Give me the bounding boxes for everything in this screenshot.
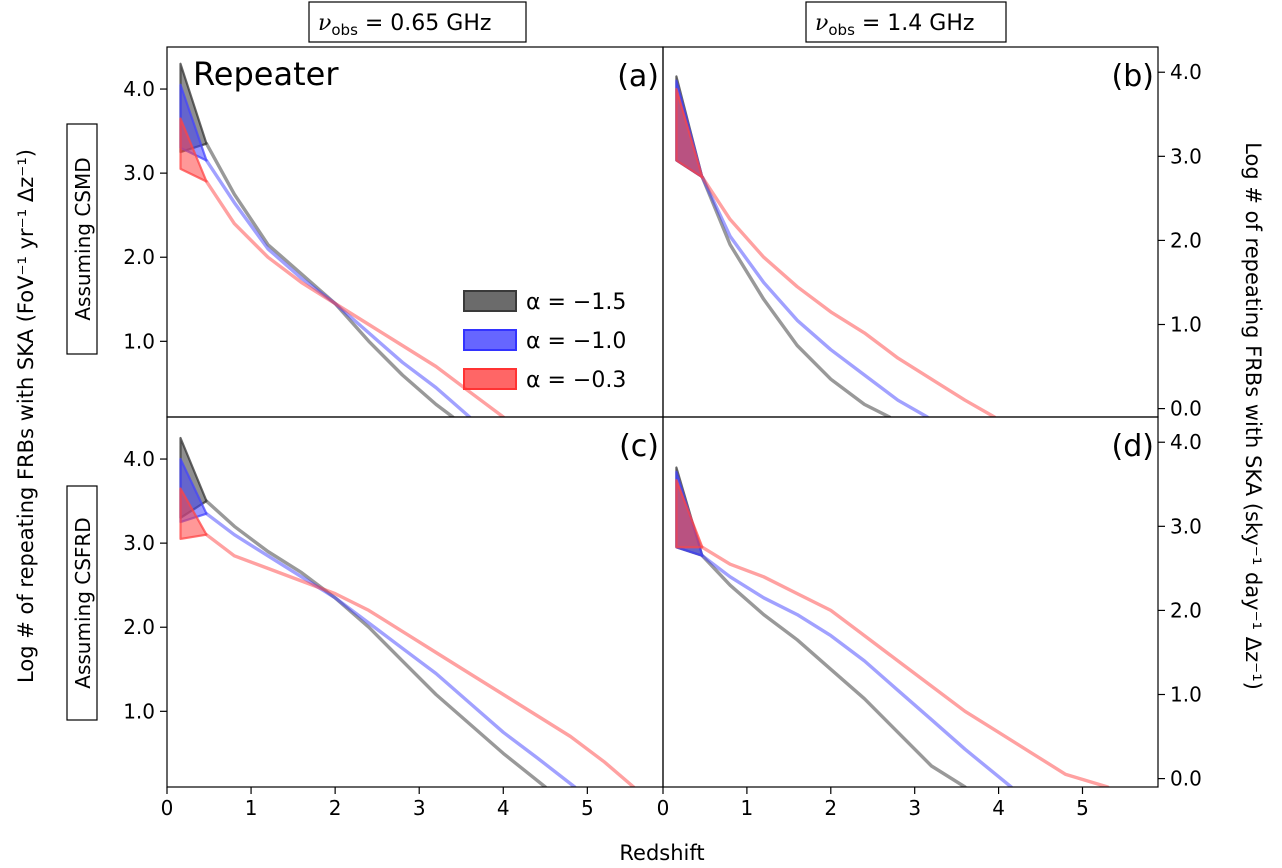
panel-label: (c) (619, 429, 659, 464)
y-tick-label: 4.0 (1170, 60, 1202, 84)
legend-swatch (463, 368, 517, 390)
line-alpha-1.0 (700, 554, 1013, 787)
panel-1-data (675, 75, 997, 417)
y-tick-label: 3.0 (123, 531, 155, 555)
y-tick-label: 2.0 (1170, 228, 1202, 252)
x-tick-label: 1 (741, 796, 754, 820)
x-tick-label: 2 (329, 796, 342, 820)
svg-text:Assuming CSFRD: Assuming CSFRD (71, 517, 95, 688)
svg-text:νobs = 1.4 GHz: νobs = 1.4 GHz (815, 11, 974, 39)
band-alpha-0.3 (675, 479, 704, 549)
line-alpha-1.5 (204, 142, 455, 417)
x-tick-label: 0 (161, 796, 174, 820)
y-tick-label: 1.0 (123, 699, 155, 723)
legend-label: α = −1.0 (526, 329, 626, 354)
x-axis-label: Redshift (619, 841, 704, 865)
row-label-1: Assuming CSFRD (66, 485, 98, 721)
row-label-0: Assuming CSMD (66, 123, 98, 355)
col-label-0: νobs = 0.65 GHz (308, 1, 527, 43)
line-alpha-1.5 (204, 499, 547, 787)
y-tick-label: 3.0 (1170, 144, 1202, 168)
line-alpha-1.0 (204, 158, 472, 417)
x-tick-label: 3 (413, 796, 426, 820)
line-alpha-1.0 (204, 512, 577, 787)
y-tick-label: 2.0 (123, 615, 155, 639)
line-alpha-1.0 (700, 175, 929, 417)
panel-3-data (675, 466, 1110, 787)
y-tick-label: 4.0 (123, 447, 155, 471)
y-tick-label: 1.0 (1170, 313, 1202, 337)
svg-text:Assuming CSMD: Assuming CSMD (71, 157, 95, 320)
x-tick-label: 1 (245, 796, 258, 820)
y-tick-label: 4.0 (1170, 430, 1202, 454)
panel-label: (d) (1112, 429, 1154, 464)
x-tick-label: 4 (497, 796, 510, 820)
line-alpha-1.5 (700, 175, 892, 417)
line-alpha-0.3 (204, 533, 636, 787)
y-tick-label: 0.0 (1170, 767, 1202, 791)
legend-label: α = −1.5 (526, 290, 626, 315)
x-tick-label: 4 (992, 796, 1005, 820)
panel-label: (a) (617, 59, 659, 94)
line-alpha-0.3 (700, 175, 997, 417)
band-alpha-0.3 (179, 487, 208, 541)
y-tick-label: 1.0 (1170, 683, 1202, 707)
line-alpha-0.3 (700, 545, 1110, 787)
legend: α = −1.5 α = −1.0 α = −0.3 (463, 290, 626, 393)
y-tick-label: 2.0 (1170, 598, 1202, 622)
repeater-annotation: Repeater (193, 55, 339, 93)
band-alpha-0.3 (675, 87, 704, 179)
y-axis-label-left: Log # of repeating FRBs with SKA (FoV⁻¹ … (14, 149, 38, 683)
y-axis-label-right: Log # of repeating FRBs with SKA (sky⁻¹ … (1241, 142, 1265, 690)
line-alpha-1.5 (700, 554, 967, 787)
panel-2-data (179, 436, 636, 787)
y-tick-label: 2.0 (123, 245, 155, 269)
y-tick-label: 3.0 (1170, 514, 1202, 538)
col-label-1: νobs = 1.4 GHz (805, 1, 1007, 43)
band-alpha-0.3 (179, 117, 208, 183)
panel-frames (166, 46, 1159, 788)
panel-0-data (179, 62, 505, 417)
svg-text:νobs = 0.65 GHz: νobs = 0.65 GHz (318, 11, 491, 39)
y-tick-label: 3.0 (123, 161, 155, 185)
x-tick-label: 2 (824, 796, 837, 820)
x-tick-label: 5 (581, 796, 594, 820)
y-tick-label: 1.0 (123, 329, 155, 353)
line-alpha-0.3 (204, 179, 505, 417)
panel-label: (b) (1112, 59, 1154, 94)
y-tick-label: 0.0 (1170, 397, 1202, 421)
legend-swatch (463, 290, 517, 312)
x-tick-label: 3 (908, 796, 921, 820)
y-tick-label: 4.0 (123, 77, 155, 101)
x-tick-label: 5 (1076, 796, 1089, 820)
x-tick-label: 0 (657, 796, 670, 820)
legend-label: α = −0.3 (526, 368, 626, 393)
legend-swatch (463, 329, 517, 351)
